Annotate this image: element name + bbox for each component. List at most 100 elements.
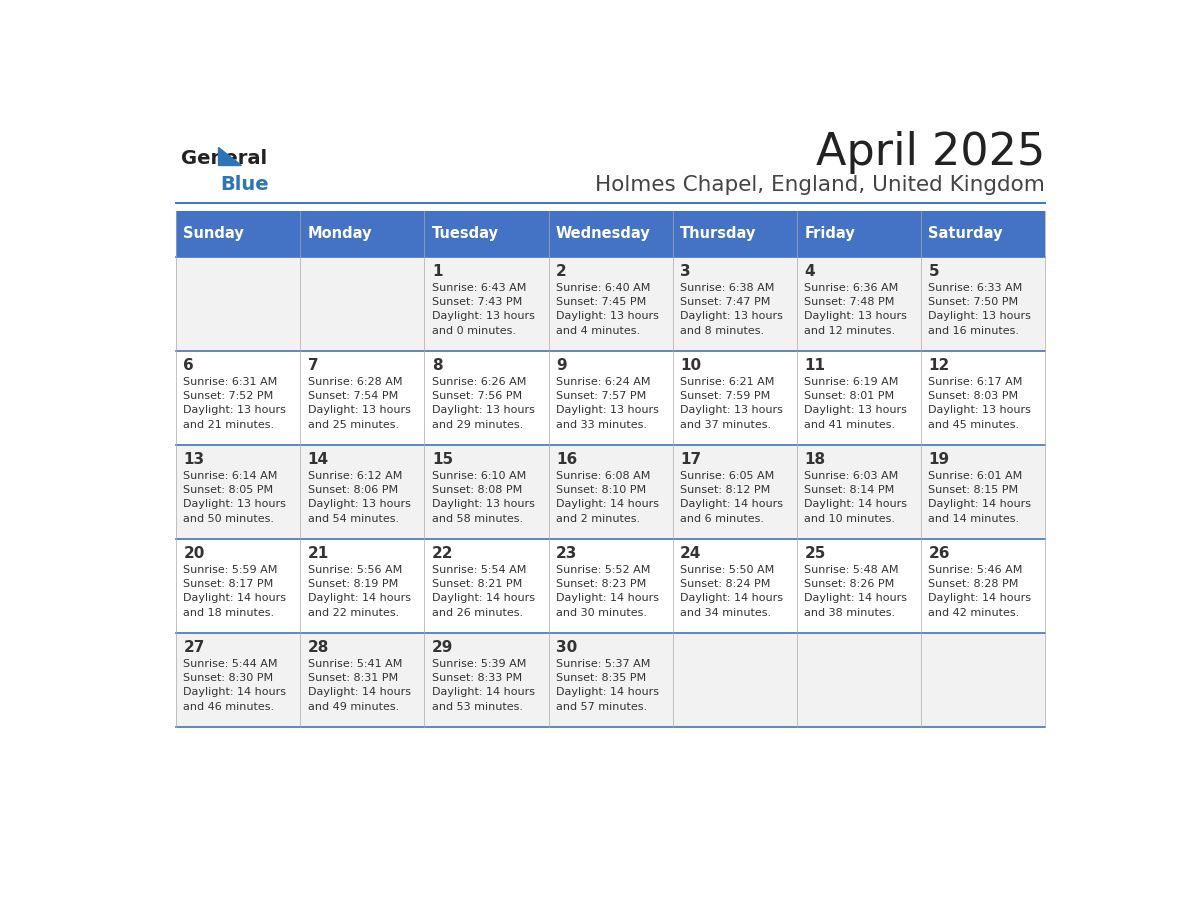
Text: Sunrise: 5:39 AM
Sunset: 8:33 PM
Daylight: 14 hours
and 53 minutes.: Sunrise: 5:39 AM Sunset: 8:33 PM Dayligh… — [431, 659, 535, 711]
Text: Sunrise: 6:05 AM
Sunset: 8:12 PM
Daylight: 14 hours
and 6 minutes.: Sunrise: 6:05 AM Sunset: 8:12 PM Dayligh… — [681, 471, 783, 524]
Bar — [549, 539, 672, 633]
Text: 17: 17 — [681, 453, 701, 467]
Text: Sunrise: 6:26 AM
Sunset: 7:56 PM
Daylight: 13 hours
and 29 minutes.: Sunrise: 6:26 AM Sunset: 7:56 PM Dayligh… — [431, 376, 535, 430]
Text: Friday: Friday — [804, 227, 855, 241]
Text: 22: 22 — [431, 546, 454, 561]
Bar — [424, 633, 549, 727]
Text: Sunrise: 5:37 AM
Sunset: 8:35 PM
Daylight: 14 hours
and 57 minutes.: Sunrise: 5:37 AM Sunset: 8:35 PM Dayligh… — [556, 659, 659, 711]
Bar — [549, 445, 672, 539]
Text: Sunrise: 6:17 AM
Sunset: 8:03 PM
Daylight: 13 hours
and 45 minutes.: Sunrise: 6:17 AM Sunset: 8:03 PM Dayligh… — [929, 376, 1031, 430]
Text: Wednesday: Wednesday — [556, 227, 651, 241]
Bar — [301, 257, 424, 352]
Text: 7: 7 — [308, 358, 318, 374]
Text: Sunrise: 6:33 AM
Sunset: 7:50 PM
Daylight: 13 hours
and 16 minutes.: Sunrise: 6:33 AM Sunset: 7:50 PM Dayligh… — [929, 283, 1031, 336]
Bar — [549, 257, 672, 352]
Text: Blue: Blue — [220, 175, 268, 195]
Text: 8: 8 — [431, 358, 442, 374]
Text: 20: 20 — [183, 546, 204, 561]
Text: Sunrise: 6:24 AM
Sunset: 7:57 PM
Daylight: 13 hours
and 33 minutes.: Sunrise: 6:24 AM Sunset: 7:57 PM Dayligh… — [556, 376, 659, 430]
Bar — [176, 445, 301, 539]
Bar — [301, 445, 424, 539]
Bar — [301, 539, 424, 633]
Bar — [549, 352, 672, 445]
Bar — [672, 539, 797, 633]
Text: 18: 18 — [804, 453, 826, 467]
Text: 6: 6 — [183, 358, 194, 374]
Text: Sunrise: 5:56 AM
Sunset: 8:19 PM
Daylight: 14 hours
and 22 minutes.: Sunrise: 5:56 AM Sunset: 8:19 PM Dayligh… — [308, 565, 411, 618]
Bar — [672, 633, 797, 727]
Bar — [672, 352, 797, 445]
Bar — [424, 445, 549, 539]
Text: 11: 11 — [804, 358, 826, 374]
Text: Sunrise: 6:14 AM
Sunset: 8:05 PM
Daylight: 13 hours
and 50 minutes.: Sunrise: 6:14 AM Sunset: 8:05 PM Dayligh… — [183, 471, 286, 524]
Bar — [921, 257, 1045, 352]
Text: Sunrise: 5:59 AM
Sunset: 8:17 PM
Daylight: 14 hours
and 18 minutes.: Sunrise: 5:59 AM Sunset: 8:17 PM Dayligh… — [183, 565, 286, 618]
Bar — [301, 352, 424, 445]
Bar — [176, 257, 301, 352]
Text: 27: 27 — [183, 641, 204, 655]
Bar — [921, 539, 1045, 633]
Text: Sunrise: 6:40 AM
Sunset: 7:45 PM
Daylight: 13 hours
and 4 minutes.: Sunrise: 6:40 AM Sunset: 7:45 PM Dayligh… — [556, 283, 659, 336]
Text: Thursday: Thursday — [681, 227, 757, 241]
Bar — [797, 445, 921, 539]
Bar — [424, 210, 549, 257]
Bar — [921, 445, 1045, 539]
Text: Sunrise: 6:43 AM
Sunset: 7:43 PM
Daylight: 13 hours
and 0 minutes.: Sunrise: 6:43 AM Sunset: 7:43 PM Dayligh… — [431, 283, 535, 336]
Text: Sunrise: 5:46 AM
Sunset: 8:28 PM
Daylight: 14 hours
and 42 minutes.: Sunrise: 5:46 AM Sunset: 8:28 PM Dayligh… — [929, 565, 1031, 618]
Polygon shape — [219, 147, 240, 165]
Text: 14: 14 — [308, 453, 329, 467]
Text: Sunrise: 6:01 AM
Sunset: 8:15 PM
Daylight: 14 hours
and 14 minutes.: Sunrise: 6:01 AM Sunset: 8:15 PM Dayligh… — [929, 471, 1031, 524]
Bar — [797, 633, 921, 727]
Text: 4: 4 — [804, 264, 815, 279]
Bar — [921, 352, 1045, 445]
Text: 3: 3 — [681, 264, 690, 279]
Text: Sunrise: 6:36 AM
Sunset: 7:48 PM
Daylight: 13 hours
and 12 minutes.: Sunrise: 6:36 AM Sunset: 7:48 PM Dayligh… — [804, 283, 908, 336]
Text: Holmes Chapel, England, United Kingdom: Holmes Chapel, England, United Kingdom — [595, 175, 1045, 196]
Text: Sunrise: 6:12 AM
Sunset: 8:06 PM
Daylight: 13 hours
and 54 minutes.: Sunrise: 6:12 AM Sunset: 8:06 PM Dayligh… — [308, 471, 411, 524]
Text: 5: 5 — [929, 264, 939, 279]
Bar — [176, 539, 301, 633]
Text: Sunrise: 5:54 AM
Sunset: 8:21 PM
Daylight: 14 hours
and 26 minutes.: Sunrise: 5:54 AM Sunset: 8:21 PM Dayligh… — [431, 565, 535, 618]
Bar — [176, 210, 301, 257]
Bar — [672, 257, 797, 352]
Text: Sunrise: 5:52 AM
Sunset: 8:23 PM
Daylight: 14 hours
and 30 minutes.: Sunrise: 5:52 AM Sunset: 8:23 PM Dayligh… — [556, 565, 659, 618]
Bar — [549, 633, 672, 727]
Bar — [797, 257, 921, 352]
Text: 1: 1 — [431, 264, 442, 279]
Text: Sunrise: 6:08 AM
Sunset: 8:10 PM
Daylight: 14 hours
and 2 minutes.: Sunrise: 6:08 AM Sunset: 8:10 PM Dayligh… — [556, 471, 659, 524]
Text: Monday: Monday — [308, 227, 372, 241]
Text: Sunrise: 5:48 AM
Sunset: 8:26 PM
Daylight: 14 hours
and 38 minutes.: Sunrise: 5:48 AM Sunset: 8:26 PM Dayligh… — [804, 565, 908, 618]
Bar — [301, 633, 424, 727]
Text: Sunday: Sunday — [183, 227, 245, 241]
Text: 16: 16 — [556, 453, 577, 467]
Text: 2: 2 — [556, 264, 567, 279]
Text: Sunrise: 6:10 AM
Sunset: 8:08 PM
Daylight: 13 hours
and 58 minutes.: Sunrise: 6:10 AM Sunset: 8:08 PM Dayligh… — [431, 471, 535, 524]
Text: 21: 21 — [308, 546, 329, 561]
Bar — [424, 352, 549, 445]
Text: Sunrise: 6:03 AM
Sunset: 8:14 PM
Daylight: 14 hours
and 10 minutes.: Sunrise: 6:03 AM Sunset: 8:14 PM Dayligh… — [804, 471, 908, 524]
Text: 23: 23 — [556, 546, 577, 561]
Bar — [921, 210, 1045, 257]
Bar — [424, 257, 549, 352]
Text: Sunrise: 6:21 AM
Sunset: 7:59 PM
Daylight: 13 hours
and 37 minutes.: Sunrise: 6:21 AM Sunset: 7:59 PM Dayligh… — [681, 376, 783, 430]
Text: 19: 19 — [929, 453, 949, 467]
Bar — [797, 352, 921, 445]
Text: Tuesday: Tuesday — [431, 227, 499, 241]
Bar — [672, 445, 797, 539]
Bar — [424, 539, 549, 633]
Bar — [176, 352, 301, 445]
Text: Sunrise: 6:28 AM
Sunset: 7:54 PM
Daylight: 13 hours
and 25 minutes.: Sunrise: 6:28 AM Sunset: 7:54 PM Dayligh… — [308, 376, 411, 430]
Text: Sunrise: 6:31 AM
Sunset: 7:52 PM
Daylight: 13 hours
and 21 minutes.: Sunrise: 6:31 AM Sunset: 7:52 PM Dayligh… — [183, 376, 286, 430]
Bar — [301, 210, 424, 257]
Bar — [549, 210, 672, 257]
Text: Sunrise: 6:38 AM
Sunset: 7:47 PM
Daylight: 13 hours
and 8 minutes.: Sunrise: 6:38 AM Sunset: 7:47 PM Dayligh… — [681, 283, 783, 336]
Text: 29: 29 — [431, 641, 453, 655]
Text: Sunrise: 6:19 AM
Sunset: 8:01 PM
Daylight: 13 hours
and 41 minutes.: Sunrise: 6:19 AM Sunset: 8:01 PM Dayligh… — [804, 376, 908, 430]
Text: Sunrise: 5:41 AM
Sunset: 8:31 PM
Daylight: 14 hours
and 49 minutes.: Sunrise: 5:41 AM Sunset: 8:31 PM Dayligh… — [308, 659, 411, 711]
Text: 30: 30 — [556, 641, 577, 655]
Text: 28: 28 — [308, 641, 329, 655]
Text: 25: 25 — [804, 546, 826, 561]
Bar — [672, 210, 797, 257]
Text: Saturday: Saturday — [929, 227, 1003, 241]
Text: 13: 13 — [183, 453, 204, 467]
